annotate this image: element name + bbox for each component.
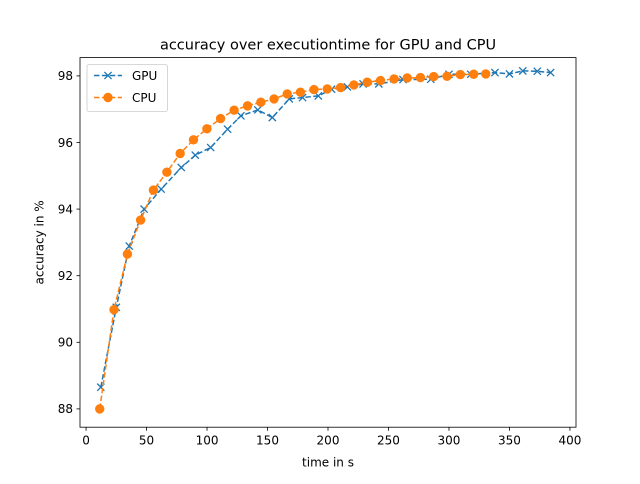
y-tick-label: 90 xyxy=(58,336,73,350)
plot-series-layer xyxy=(95,66,555,414)
cpu-data-point xyxy=(455,69,466,80)
cpu-data-point xyxy=(175,148,185,159)
x-axis-ticks: 0 50 100 150 200 250 300 350 400 xyxy=(82,427,581,448)
cpu-data-point xyxy=(148,185,159,195)
gpu-data-point xyxy=(253,105,262,114)
cpu-data-point xyxy=(295,87,306,97)
cpu-data-point xyxy=(309,84,319,95)
x-tick-label: 50 xyxy=(139,434,154,448)
cpu-series xyxy=(95,69,491,414)
gpu-data-point xyxy=(157,185,166,194)
cpu-data-point xyxy=(429,71,439,82)
gpu-data-point xyxy=(490,68,500,77)
legend-label-cpu: CPU xyxy=(132,91,156,105)
gpu-data-point xyxy=(505,69,514,78)
x-tick-label: 250 xyxy=(377,434,400,448)
cpu-data-point xyxy=(242,101,253,111)
x-tick-label: 400 xyxy=(558,434,581,448)
cpu-data-point xyxy=(256,97,266,107)
chart-title: accuracy over executiontime for GPU and … xyxy=(160,37,496,53)
y-axis-label: accuracy in % xyxy=(33,200,47,284)
gpu-series xyxy=(96,66,555,392)
gpu-data-point xyxy=(177,163,186,172)
cpu-data-point xyxy=(442,71,452,81)
legend: GPU CPU xyxy=(86,64,168,112)
cpu-data-point xyxy=(335,82,346,93)
gpu-series-line xyxy=(100,70,551,388)
gpu-data-point xyxy=(268,113,277,122)
cpu-data-point xyxy=(215,113,226,124)
legend-entries: GPU CPU xyxy=(94,69,157,105)
cpu-data-point xyxy=(95,404,105,414)
cpu-data-point xyxy=(188,135,199,145)
cpu-data-point xyxy=(282,89,292,99)
x-tick-label: 300 xyxy=(438,434,461,448)
y-tick-label: 88 xyxy=(58,402,73,416)
cpu-data-point xyxy=(481,69,491,79)
cpu-data-point xyxy=(402,73,412,83)
gpu-data-point xyxy=(191,151,200,160)
cpu-data-point xyxy=(269,94,279,104)
y-tick-label: 94 xyxy=(58,202,73,216)
x-tick-label: 350 xyxy=(498,434,521,448)
legend-marker-gpu xyxy=(103,71,113,80)
x-tick-label: 100 xyxy=(196,434,219,448)
cpu-data-point xyxy=(135,215,146,225)
cpu-data-point xyxy=(322,84,332,94)
cpu-data-point xyxy=(122,249,133,259)
x-axis-label: time in s xyxy=(302,456,354,470)
cpu-data-point xyxy=(162,167,172,177)
legend-entry-gpu: GPU xyxy=(94,69,157,83)
cpu-data-point xyxy=(389,74,399,84)
cpu-data-point xyxy=(415,72,426,83)
cpu-data-point xyxy=(468,69,479,79)
y-axis-ticks: 88 90 92 94 96 98 xyxy=(58,69,80,416)
gpu-data-point xyxy=(223,125,232,134)
gpu-data-point xyxy=(546,68,555,77)
gpu-data-point xyxy=(533,67,542,76)
cpu-data-point xyxy=(375,75,386,86)
cpu-data-point xyxy=(229,105,239,115)
x-tick-label: 150 xyxy=(256,434,279,448)
y-tick-label: 98 xyxy=(58,69,73,83)
cpu-data-point xyxy=(349,80,359,90)
y-tick-label: 96 xyxy=(58,136,73,150)
cpu-data-point xyxy=(362,77,372,87)
x-tick-label: 200 xyxy=(317,434,340,448)
legend-entry-cpu: CPU xyxy=(94,91,156,105)
cpu-data-point xyxy=(109,304,119,315)
gpu-data-point xyxy=(236,111,245,120)
gpu-data-point xyxy=(518,66,527,75)
cpu-data-point xyxy=(202,124,212,134)
legend-label-gpu: GPU xyxy=(132,69,157,83)
legend-marker-cpu xyxy=(103,92,113,103)
gpu-data-point xyxy=(206,143,215,152)
x-tick-label: 0 xyxy=(82,434,90,448)
y-tick-label: 92 xyxy=(58,269,73,283)
